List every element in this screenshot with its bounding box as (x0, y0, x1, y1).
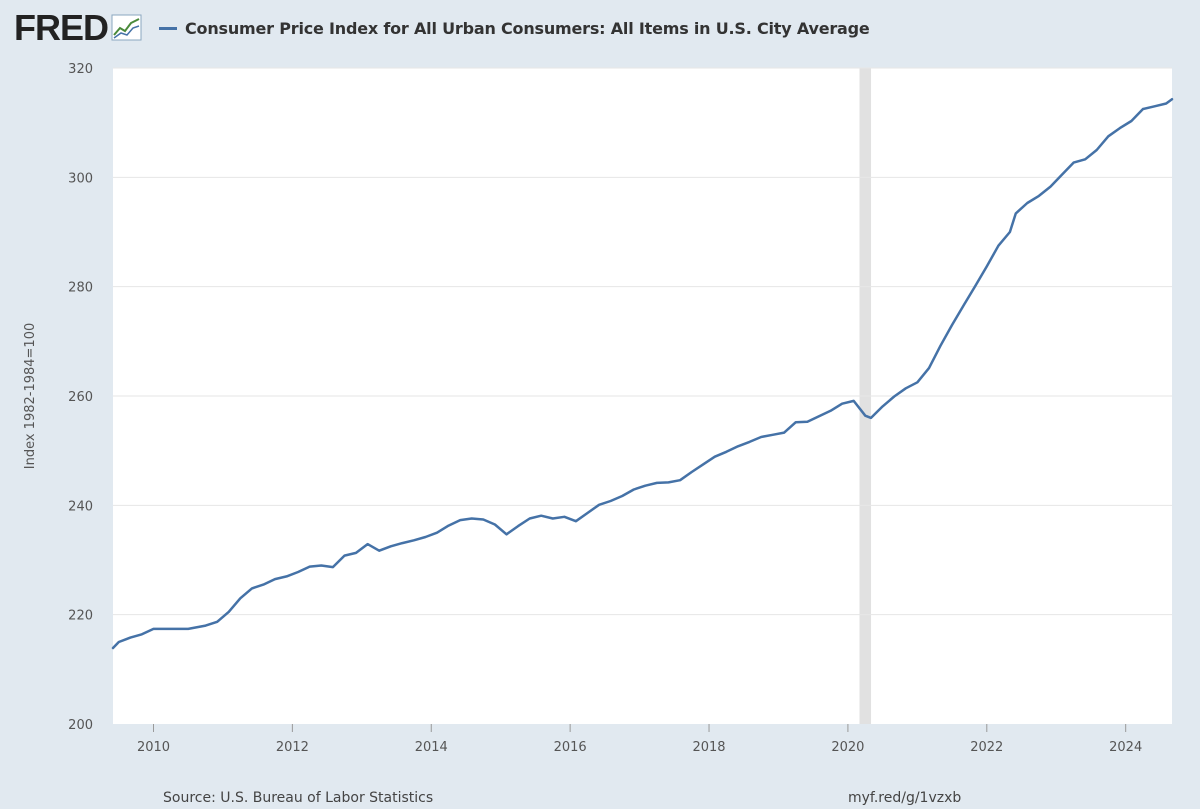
chart-legend: Consumer Price Index for All Urban Consu… (159, 19, 870, 38)
x-tick-label: 2020 (831, 740, 864, 755)
fred-logo[interactable]: FRED (14, 10, 143, 46)
x-tick-label: 2014 (415, 740, 448, 755)
fred-wordmark: FRED (14, 7, 109, 48)
y-tick-label: 240 (68, 499, 93, 514)
cpi-series-line[interactable] (111, 97, 1174, 650)
y-tick-label: 220 (68, 609, 93, 624)
legend-series-label[interactable]: Consumer Price Index for All Urban Consu… (185, 18, 870, 38)
y-tick-label: 300 (68, 171, 93, 186)
y-tick-label: 200 (68, 718, 93, 733)
series-layer (111, 97, 1174, 650)
y-tick-label: 260 (68, 390, 93, 405)
fred-graph-icon (111, 14, 142, 41)
x-tick-label: 2010 (137, 740, 170, 755)
gridlines (113, 67, 1172, 616)
legend-series-swatch (159, 26, 177, 30)
short-url-link[interactable]: myf.red/g/1vzxb (848, 790, 962, 806)
x-tick-label: 2012 (276, 740, 309, 755)
y-tick-label: 280 (68, 281, 93, 296)
chart-header: FRED Consumer Price Index for All Urban … (14, 8, 870, 48)
x-tick-label: 2022 (970, 740, 1003, 755)
x-tick-label: 2024 (1109, 740, 1142, 755)
x-tick-label: 2018 (692, 740, 725, 755)
y-tick-label: 320 (68, 62, 93, 77)
y-axis-ticks: 200 220 240 260 280 300 320 (68, 62, 93, 733)
x-tick-label: 2016 (554, 740, 587, 755)
source-note: Source: U.S. Bureau of Labor Statistics (163, 790, 434, 806)
x-axis-ticks: 2010 2012 2014 2016 2018 2020 2022 2024 (137, 724, 1142, 755)
y-axis-title: Index 1982-1984=100 (23, 323, 38, 470)
